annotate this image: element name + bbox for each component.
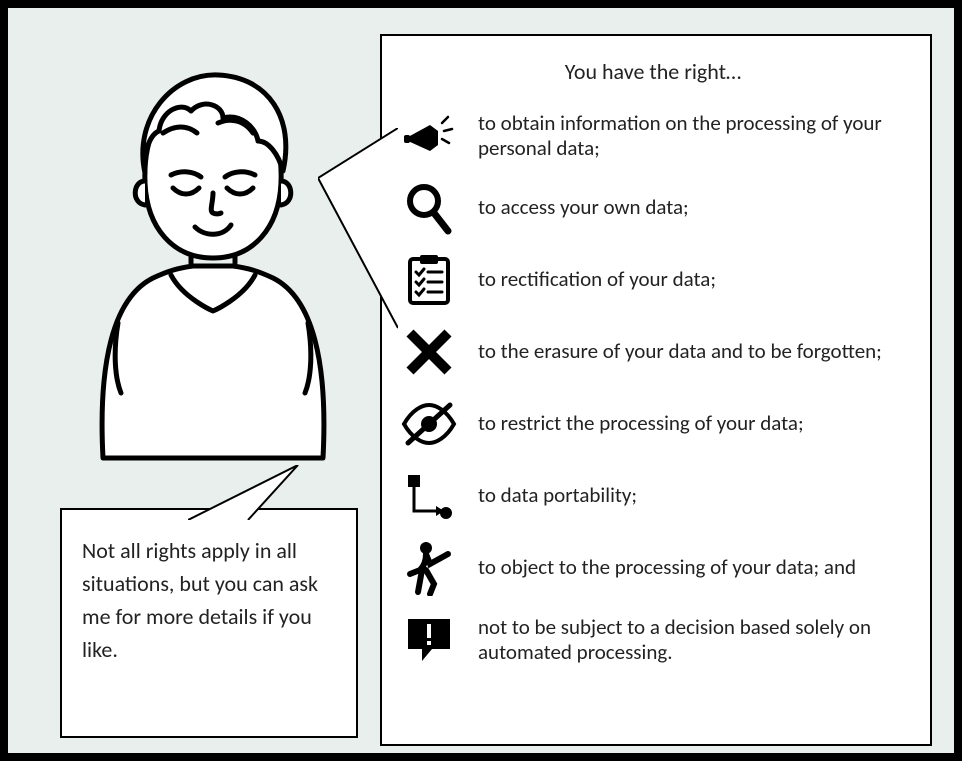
speech-exclaim-icon	[400, 615, 458, 665]
right-information: to obtain information on the processing …	[400, 103, 906, 169]
right-text: to obtain information on the processing …	[478, 111, 906, 161]
magnifier-icon	[400, 181, 458, 235]
right-text: to access your own data;	[478, 195, 906, 220]
secondary-bubble-tail	[188, 465, 308, 520]
infographic-frame: You have the right…	[0, 0, 962, 761]
secondary-text: Not all rights apply in all situations, …	[82, 534, 338, 666]
cross-icon	[400, 327, 458, 377]
right-restrict: to restrict the processing of your data;	[400, 391, 906, 457]
right-portability: to data portability;	[400, 463, 906, 529]
right-text: to object to the processing of your data…	[478, 555, 906, 580]
main-bubble-tail	[318, 128, 398, 348]
right-text: to the erasure of your data and to be fo…	[478, 339, 906, 364]
rights-title: You have the right…	[400, 58, 906, 85]
right-access: to access your own data;	[400, 175, 906, 241]
clipboard-checklist-icon	[400, 253, 458, 307]
right-erasure: to the erasure of your data and to be fo…	[400, 319, 906, 385]
megaphone-icon	[400, 111, 458, 161]
right-automated: not to be subject to a decision based so…	[400, 607, 906, 673]
right-text: to restrict the processing of your data;	[478, 411, 906, 436]
data-flow-icon	[400, 471, 458, 521]
main-speech-bubble: You have the right…	[380, 34, 932, 746]
secondary-speech-bubble: Not all rights apply in all situations, …	[60, 508, 358, 738]
right-rectification: to rectification of your data;	[400, 247, 906, 313]
right-text: not to be subject to a decision based so…	[478, 615, 906, 665]
rights-list: to obtain information on the processing …	[400, 103, 906, 673]
eye-slash-icon	[400, 401, 458, 447]
kick-figure-icon	[400, 540, 458, 596]
right-object: to object to the processing of your data…	[400, 535, 906, 601]
right-text: to rectification of your data;	[478, 267, 906, 292]
right-text: to data portability;	[478, 483, 906, 508]
